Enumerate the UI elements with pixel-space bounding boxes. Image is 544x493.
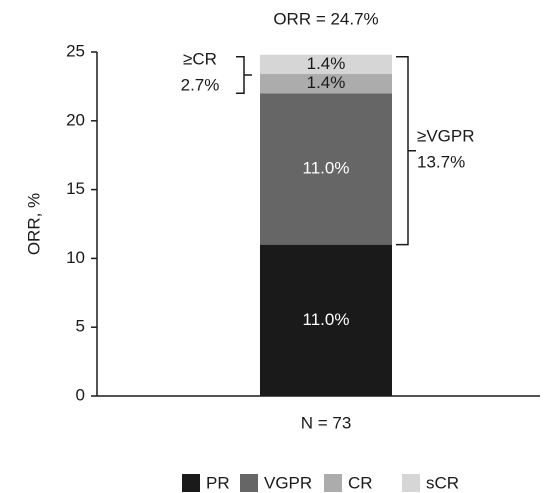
bar-segment	[260, 74, 392, 94]
legend-swatch	[324, 474, 342, 492]
x-tick-label: N = 73	[301, 413, 352, 432]
bracket	[236, 56, 252, 95]
y-tick-label: 0	[76, 385, 85, 404]
value-label: 1.4%	[307, 54, 346, 73]
annotation: 2.7%	[181, 75, 220, 94]
y-tick-label: 10	[66, 248, 85, 267]
annotation: 13.7%	[417, 152, 465, 171]
bar-segment	[260, 244, 392, 396]
value-label: 1.4%	[307, 73, 346, 92]
bar-segment	[260, 93, 392, 245]
legend-label: CR	[348, 473, 373, 492]
bar-segment	[260, 54, 392, 75]
y-tick-label: 25	[66, 41, 85, 60]
y-axis-label: ORR, %	[24, 193, 43, 255]
legend-swatch	[402, 474, 420, 492]
annotation: ≥VGPR	[417, 126, 475, 145]
value-label: 11.0%	[303, 310, 350, 329]
legend-label: sCR	[426, 473, 459, 492]
y-tick-label: 5	[76, 317, 85, 336]
y-tick-label: 15	[66, 179, 85, 198]
legend-swatch	[240, 474, 258, 492]
annotation: ORR = 24.7%	[273, 9, 378, 28]
legend-label: PR	[206, 473, 230, 492]
legend-label: VGPR	[264, 473, 312, 492]
legend-swatch	[182, 474, 200, 492]
annotation: ≥CR	[183, 49, 217, 68]
bracket	[396, 56, 416, 246]
value-label: 11.0%	[303, 158, 350, 177]
y-tick-label: 20	[66, 110, 85, 129]
